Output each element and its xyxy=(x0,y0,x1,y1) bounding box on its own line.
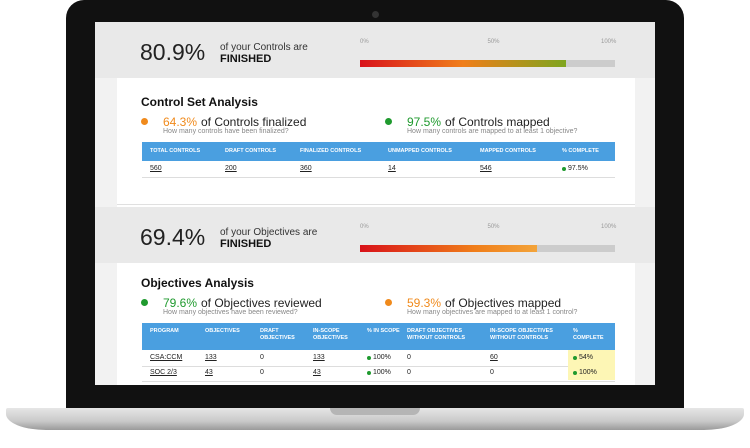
camera xyxy=(372,11,379,18)
stat-hint: How many controls are mapped to at least… xyxy=(407,128,578,135)
summary-percent: 80.9% xyxy=(140,39,206,65)
notch xyxy=(330,408,420,415)
table-cell: 100% xyxy=(373,369,391,376)
table-cell: 54% xyxy=(579,354,594,361)
table-cell: 97.5% xyxy=(568,165,588,172)
stat-value: 97.5% xyxy=(407,115,442,129)
stat-text: of Objectives reviewed xyxy=(201,296,322,310)
stat-hint: How many controls have been finalized? xyxy=(163,128,289,135)
section-title: Control Set Analysis xyxy=(141,95,258,109)
table-header-cell: UNMAPPED CONTROLS xyxy=(388,148,452,154)
table-cell: 560 xyxy=(150,165,162,172)
table-header xyxy=(142,323,615,350)
stat-value: 64.3% xyxy=(163,115,198,129)
table-cell: 0 xyxy=(407,369,411,376)
table-header-cell: OBJECTIVES xyxy=(205,328,240,334)
table-cell: SOC 2/3 xyxy=(150,369,177,376)
table-row-line xyxy=(142,381,615,382)
table-header-cell: FINALIZED CONTROLS xyxy=(300,148,362,154)
status-dot xyxy=(385,299,392,306)
table-header-cell: % IN SCOPE xyxy=(367,328,400,334)
scale-label: 0% xyxy=(360,39,369,45)
table-header-cell: IN-SCOPE OBJECTIVES xyxy=(313,328,348,341)
scale-label: 50% xyxy=(487,224,500,230)
table-cell: 0 xyxy=(490,369,494,376)
status-dot xyxy=(562,167,566,171)
table-cell: 43 xyxy=(205,369,213,376)
table-header xyxy=(142,142,615,161)
table-header-cell: DRAFT OBJECTIVES WITHOUT CONTROLS xyxy=(407,328,466,341)
status-dot xyxy=(573,356,577,360)
table-cell: 0 xyxy=(260,369,264,376)
progress-fill xyxy=(360,60,567,67)
highlight-cell xyxy=(568,365,615,380)
scale-label: 0% xyxy=(360,224,369,230)
table-header-cell: % COMPLETE xyxy=(562,148,599,154)
divider xyxy=(117,204,635,205)
stat-text: of Controls finalized xyxy=(201,115,307,129)
scale-label: 100% xyxy=(601,39,617,45)
scale-label: 100% xyxy=(601,224,617,230)
table-header-cell: PROGRAM xyxy=(150,328,179,334)
table-cell: CSA:CCM xyxy=(150,354,183,361)
summary-text: of your Objectives are xyxy=(220,227,318,238)
table-cell: 133 xyxy=(313,354,325,361)
table-header-cell: DRAFT CONTROLS xyxy=(225,148,277,154)
laptop-base xyxy=(6,408,744,430)
table-cell: 14 xyxy=(388,165,396,172)
summary-percent: 69.4% xyxy=(140,224,206,250)
status-dot xyxy=(141,299,148,306)
stat-text: of Controls mapped xyxy=(445,115,550,129)
summary-status: FINISHED xyxy=(220,53,272,65)
summary-band xyxy=(95,207,655,263)
table-cell: 0 xyxy=(407,354,411,361)
table-cell: 200 xyxy=(225,165,237,172)
stat-text: of Objectives mapped xyxy=(445,296,562,310)
screen: 80.9% of your Controls are FINISHED 0% 50% 10… xyxy=(95,22,655,385)
table-cell: 60 xyxy=(490,354,498,361)
status-dot xyxy=(367,371,371,375)
scale-label: 50% xyxy=(487,39,500,45)
table-header-cell: MAPPED CONTROLS xyxy=(480,148,536,154)
section-title: Objectives Analysis xyxy=(141,276,254,290)
summary-band xyxy=(95,22,655,78)
table-cell: 100% xyxy=(579,369,597,376)
status-dot xyxy=(367,356,371,360)
table-header-cell: TOTAL CONTROLS xyxy=(150,148,201,154)
table-cell: 546 xyxy=(480,165,492,172)
status-dot xyxy=(141,118,148,125)
table-cell: 0 xyxy=(260,354,264,361)
stat-value: 59.3% xyxy=(407,296,442,310)
status-dot xyxy=(385,118,392,125)
table-row-line xyxy=(142,177,615,178)
table-header-cell: DRAFT OBJECTIVES xyxy=(260,328,295,341)
table-cell: 43 xyxy=(313,369,321,376)
summary-text: of your Controls are xyxy=(220,42,308,53)
status-dot xyxy=(573,371,577,375)
summary-status: FINISHED xyxy=(220,238,272,250)
stat-hint: How many objectives are mapped to at lea… xyxy=(407,309,578,316)
table-row-line xyxy=(142,366,615,367)
table-cell: 133 xyxy=(205,354,217,361)
table-header-cell: % COMPLETE xyxy=(573,328,604,341)
highlight-cell xyxy=(568,350,615,365)
progress-fill xyxy=(360,245,537,252)
table-header-cell: IN-SCOPE OBJECTIVES WITHOUT CONTROLS xyxy=(490,328,553,341)
stat-value: 79.6% xyxy=(163,296,198,310)
table-cell: 100% xyxy=(373,354,391,361)
table-cell: 360 xyxy=(300,165,312,172)
stat-hint: How many objectives have been reviewed? xyxy=(163,309,298,316)
